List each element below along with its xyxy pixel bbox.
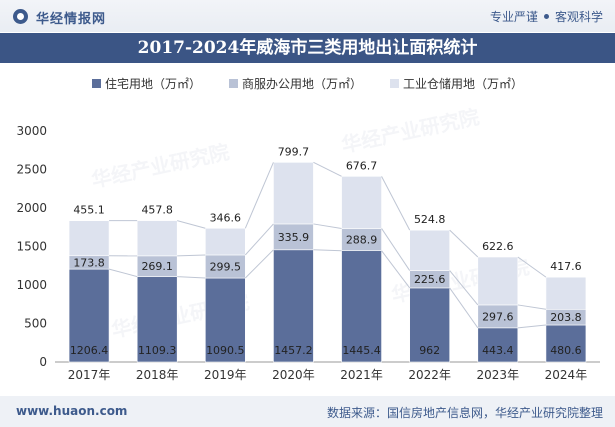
- bar-connector-line: [381, 228, 411, 271]
- bar-connector-line: [313, 223, 342, 229]
- data-label-commercial: 269.1: [141, 260, 173, 273]
- bar-segment-residential: [136, 276, 178, 363]
- bar-connector-line: [108, 268, 138, 278]
- x-tick-label: 2021年: [340, 368, 383, 382]
- data-label-industrial: 457.8: [141, 204, 173, 217]
- tagline-right: 客观科学: [554, 10, 603, 24]
- data-label-commercial: 335.9: [278, 231, 310, 244]
- x-tick-label: 2017年: [68, 368, 111, 382]
- bar-segment-industrial: [545, 276, 587, 310]
- header-bar: 华经情报网 专业严谨 客观科学: [0, 0, 615, 32]
- data-label-industrial: 676.7: [346, 159, 378, 172]
- legend-swatch-commercial: [228, 78, 238, 88]
- data-label-industrial: 455.1: [73, 204, 105, 217]
- bar-segment-industrial: [205, 227, 246, 256]
- y-tick-label: 3000: [16, 124, 47, 138]
- data-label-residential: 443.4: [482, 344, 514, 357]
- data-label-commercial: 203.8: [550, 311, 582, 324]
- chart-legend: 住宅用地（万㎡） 商服办公用地（万㎡） 工业仓储用地（万㎡）: [0, 73, 615, 93]
- x-tick-label: 2018年: [136, 368, 179, 382]
- data-label-residential: 1445.4: [342, 344, 381, 357]
- data-label-industrial: 346.6: [210, 211, 242, 224]
- data-label-commercial: 225.6: [414, 273, 446, 286]
- data-label-commercial: 297.6: [482, 310, 514, 323]
- data-label-residential: 480.6: [550, 344, 582, 357]
- chart-title: 2017-2024年威海市三类用地出让面积统计: [0, 33, 615, 63]
- footer-bar: [0, 396, 615, 427]
- bar-connector-line: [381, 176, 411, 231]
- bar-segment-industrial: [273, 162, 314, 225]
- bar-connector-line: [244, 249, 274, 279]
- data-label-commercial: 173.8: [73, 256, 105, 269]
- legend-item-industrial: 工业仓储用地（万㎡）: [390, 73, 523, 93]
- bar-connector-line: [177, 220, 206, 229]
- y-tick-label: 2500: [16, 163, 47, 177]
- bar-connector-line: [449, 270, 479, 306]
- tagline-dot-icon: [543, 14, 549, 19]
- bar-connector-line: [177, 276, 206, 279]
- legend-swatch-residential: [91, 78, 101, 88]
- bar-connector-line: [517, 324, 546, 329]
- y-tick-label: 0: [39, 355, 47, 369]
- x-tick-label: 2023年: [477, 368, 520, 382]
- legend-label-industrial: 工业仓储用地（万㎡）: [403, 76, 524, 91]
- bar-segment-residential: [341, 250, 382, 363]
- bar-segment-residential: [409, 287, 450, 363]
- data-label-residential: 1090.5: [206, 344, 245, 357]
- bar-connector-line: [517, 304, 547, 310]
- bar-connector-line: [449, 287, 479, 329]
- bar-segment-residential: [205, 277, 246, 363]
- bar-connector-line: [313, 249, 342, 252]
- legend-swatch-industrial: [390, 78, 399, 88]
- y-tick-label: 500: [24, 317, 47, 331]
- data-label-residential: 1206.4: [70, 344, 109, 357]
- data-label-residential: 1109.3: [138, 344, 177, 357]
- data-label-residential: 1457.2: [274, 344, 313, 357]
- data-label-industrial: 417.6: [550, 260, 582, 273]
- tagline: 专业严谨 客观科学: [490, 8, 603, 25]
- x-tick-label: 2022年: [408, 368, 451, 382]
- x-tick-label: 2020年: [272, 368, 315, 382]
- tagline-left: 专业严谨: [489, 10, 538, 24]
- bar-segment-industrial: [68, 220, 110, 257]
- data-label-commercial: 299.5: [210, 261, 242, 274]
- bar-segment-residential: [545, 324, 587, 363]
- bar-segment-residential: [273, 249, 314, 363]
- y-tick-label: 1000: [16, 278, 47, 292]
- bar-connector-line: [244, 162, 274, 229]
- bar-segment-residential: [68, 268, 110, 363]
- brand-name: 华经情报网: [36, 12, 107, 27]
- x-tick-label: 2024年: [545, 368, 588, 382]
- footer-source: 数据来源：国信房地产信息网，华经产业研究院整理: [326, 406, 603, 420]
- bar-segment-industrial: [409, 229, 450, 271]
- bar-connector-line: [313, 161, 342, 177]
- bar-segment-industrial: [477, 256, 519, 306]
- bar-connector-line: [177, 254, 206, 257]
- data-label-industrial: 799.7: [278, 145, 310, 158]
- legend-item-commercial: 商服办公用地（万㎡）: [228, 73, 362, 93]
- x-tick-label: 2019年: [204, 368, 247, 382]
- huajing-logo-icon: [13, 9, 28, 24]
- bar-connector-line: [381, 250, 411, 289]
- bar-connector-line: [449, 229, 479, 258]
- legend-item-residential: 住宅用地（万㎡）: [91, 73, 201, 93]
- bar-connector-line: [517, 256, 547, 278]
- y-tick-label: 1500: [16, 240, 47, 254]
- data-label-industrial: 524.8: [414, 213, 446, 226]
- data-label-residential: 962: [419, 344, 440, 357]
- y-tick-label: 2000: [16, 201, 47, 215]
- legend-label-residential: 住宅用地（万㎡）: [104, 76, 201, 91]
- bar-segment-industrial: [136, 220, 178, 257]
- bar-segment-industrial: [341, 176, 382, 229]
- legend-label-commercial: 商服办公用地（万㎡）: [241, 76, 362, 91]
- data-label-commercial: 288.9: [346, 234, 378, 247]
- bar-connector-line: [244, 223, 274, 256]
- footer-site: www.huaon.com: [16, 404, 128, 418]
- data-label-industrial: 622.6: [482, 240, 514, 253]
